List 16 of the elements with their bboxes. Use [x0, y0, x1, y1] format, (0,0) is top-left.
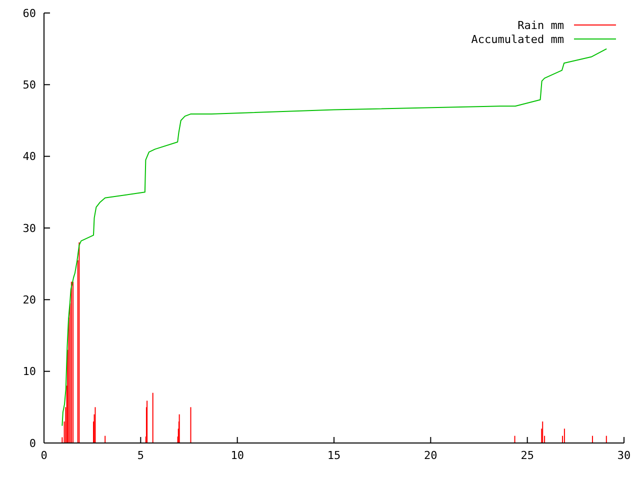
- legend-label: Accumulated mm: [471, 32, 564, 46]
- x-tick-label: 10: [230, 448, 244, 462]
- x-tick-label: 0: [40, 448, 48, 462]
- legend-label: Rain mm: [518, 18, 564, 32]
- x-tick-label: 30: [617, 448, 631, 462]
- y-tick-label: 30: [22, 222, 36, 235]
- y-tick-label: 50: [22, 78, 36, 92]
- y-tick-label: 60: [22, 6, 36, 20]
- x-tick-label: 25: [520, 448, 534, 462]
- x-tick-label: 15: [327, 448, 341, 462]
- y-tick-label: 40: [22, 150, 36, 164]
- y-tick-label: 20: [22, 294, 36, 307]
- x-tick-label: 5: [137, 448, 144, 462]
- y-tick-label: 0: [29, 436, 36, 450]
- x-tick-label: 20: [424, 448, 438, 462]
- y-tick-label: 10: [22, 365, 36, 378]
